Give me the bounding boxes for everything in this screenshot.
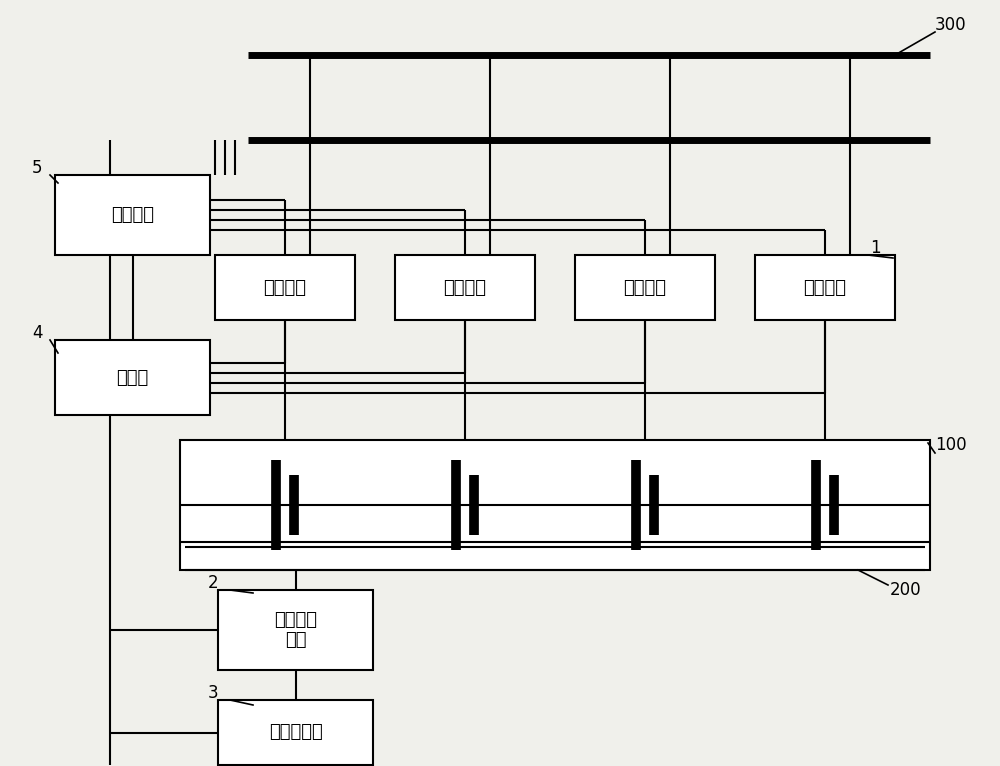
Text: 充电电路: 充电电路 <box>444 279 487 296</box>
Text: 控制器: 控制器 <box>116 368 149 387</box>
Text: 电压检测
电路: 电压检测 电路 <box>274 611 317 650</box>
Bar <box>180 440 930 570</box>
Text: 100: 100 <box>935 436 967 454</box>
Bar <box>218 700 373 765</box>
Text: 2: 2 <box>208 574 219 592</box>
Bar <box>215 255 355 320</box>
Text: 充电电路: 充电电路 <box>804 279 846 296</box>
Text: 200: 200 <box>890 581 922 599</box>
Bar <box>395 255 535 320</box>
Text: 充电电路: 充电电路 <box>264 279 307 296</box>
Text: 3: 3 <box>208 684 219 702</box>
Text: 电压比较器: 电压比较器 <box>269 724 322 741</box>
Bar <box>55 340 210 415</box>
Bar <box>55 175 210 255</box>
Text: 4: 4 <box>32 324 43 342</box>
Bar <box>575 255 715 320</box>
Text: 充电电路: 充电电路 <box>624 279 666 296</box>
Bar <box>755 255 895 320</box>
Text: 1: 1 <box>870 239 881 257</box>
Text: 均流电路: 均流电路 <box>111 206 154 224</box>
Bar <box>218 590 373 670</box>
Text: 5: 5 <box>32 159 43 177</box>
Text: 300: 300 <box>935 16 967 34</box>
